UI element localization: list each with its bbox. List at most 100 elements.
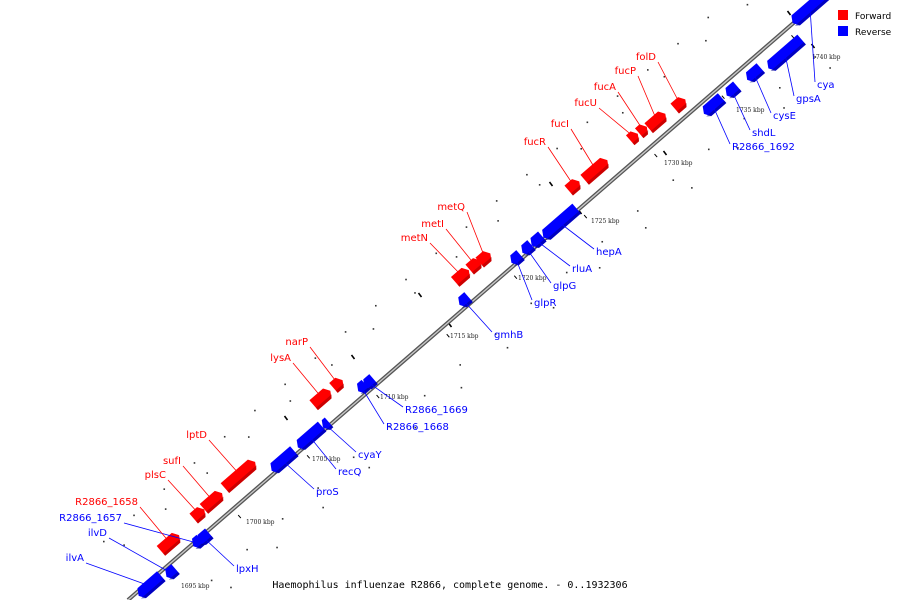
gc-dash [548, 181, 554, 187]
gc-dot [465, 226, 468, 228]
gc-dot [223, 435, 226, 438]
gene-label: metQ [437, 202, 465, 213]
gene-leader [429, 242, 463, 277]
gene-box-shade [650, 117, 667, 134]
gc-dot [565, 271, 568, 274]
gc-dot [164, 508, 167, 510]
gene-plsC [189, 507, 206, 524]
gc-dot [814, 56, 817, 58]
gene-ilvD [165, 564, 180, 580]
gc-dot [193, 462, 196, 464]
gene-leader [208, 439, 241, 476]
gc-dot [691, 187, 693, 189]
gene-box [270, 446, 299, 474]
gc-dash [350, 354, 356, 360]
gene-label: R2866_1668 [386, 422, 449, 433]
tick-mark [721, 95, 725, 100]
gene-box-shade [300, 429, 327, 451]
tick-mark [583, 214, 588, 219]
gc-dot [677, 42, 679, 45]
tick-label: 1710 kbp [380, 394, 409, 401]
gc-dot [276, 546, 278, 549]
gc-dot [552, 306, 555, 309]
gene-label: narP [285, 337, 308, 348]
gene-narP [329, 377, 344, 393]
gene-ilvA [137, 571, 166, 599]
gene-box-shade [482, 256, 492, 268]
gene-box-shade [163, 538, 181, 556]
gene-leader [753, 73, 772, 114]
gene-R2866_1692 [702, 93, 727, 117]
gene-label: recQ [338, 467, 362, 478]
gene-box-shade [472, 263, 482, 275]
gene-leader [139, 506, 171, 544]
gene-leader [85, 562, 151, 587]
gene-label: lpxH [236, 564, 259, 575]
gc-dot [254, 409, 256, 412]
gene-metN [450, 267, 471, 287]
gene-leader [182, 465, 214, 502]
gene-glpG [521, 240, 536, 256]
gc-dot [317, 487, 319, 489]
gene-leader [368, 382, 404, 408]
gc-dot [103, 540, 105, 543]
gene-box [296, 421, 327, 450]
gc-dots [103, 3, 831, 589]
gc-dot [580, 148, 583, 150]
gene-box [199, 490, 224, 514]
gc-dot [644, 227, 647, 229]
gc-dot [538, 184, 541, 186]
gc-dot [636, 210, 639, 212]
gc-dot [405, 278, 407, 281]
gene-label: shdL [752, 128, 776, 139]
gc-dot [246, 548, 248, 551]
tick-label: 1695 kbp [181, 583, 210, 590]
gene-box-shade [315, 394, 332, 411]
gene-leader [167, 479, 200, 515]
gene-leader [325, 424, 357, 453]
gc-dot [672, 179, 675, 181]
gene-label: glpR [534, 298, 556, 309]
tick-mark [791, 34, 795, 39]
gene-leader [559, 222, 595, 250]
gc-dot [707, 148, 710, 151]
gc-dot [506, 346, 509, 349]
gene-metQ [475, 251, 492, 268]
gene-gpsA [767, 34, 806, 72]
gc-dot [621, 111, 624, 114]
legend-swatch-reverse [838, 26, 848, 36]
gene-box-shade [770, 42, 806, 72]
gene-box [542, 203, 581, 240]
gene-leader [657, 61, 681, 105]
gc-dot [123, 544, 125, 546]
gene-lptD [220, 459, 257, 494]
gene-features [137, 0, 832, 599]
gene-fucR [564, 179, 581, 196]
gc-dot [586, 121, 589, 124]
gene-fucA [634, 124, 649, 139]
gene-label: fucI [551, 119, 569, 130]
gene-leader [547, 146, 575, 187]
legend-label-forward: Forward [855, 12, 891, 22]
gene-leader [203, 537, 235, 567]
gene-leader [123, 522, 198, 544]
tick-label: 1740 kbp [812, 54, 841, 61]
tick-label: 1725 kbp [591, 218, 620, 225]
gene-label: R2866_1657 [59, 513, 122, 524]
gene-leader [598, 107, 635, 138]
gene-label: metI [421, 219, 444, 230]
gene-box [220, 459, 257, 494]
gc-dot [206, 472, 209, 474]
gene-box-shade [457, 273, 471, 287]
tick-mark [237, 514, 242, 519]
gene-sufI [199, 490, 224, 514]
genome-backbone [126, 0, 822, 600]
gc-dot [778, 87, 781, 89]
gene-leader [809, 7, 816, 83]
gene-label: gmhB [494, 330, 523, 341]
gc-dot [707, 16, 710, 19]
gene-box [137, 571, 166, 599]
gene-box-shade [335, 383, 344, 393]
gene-box-shade [513, 257, 525, 266]
